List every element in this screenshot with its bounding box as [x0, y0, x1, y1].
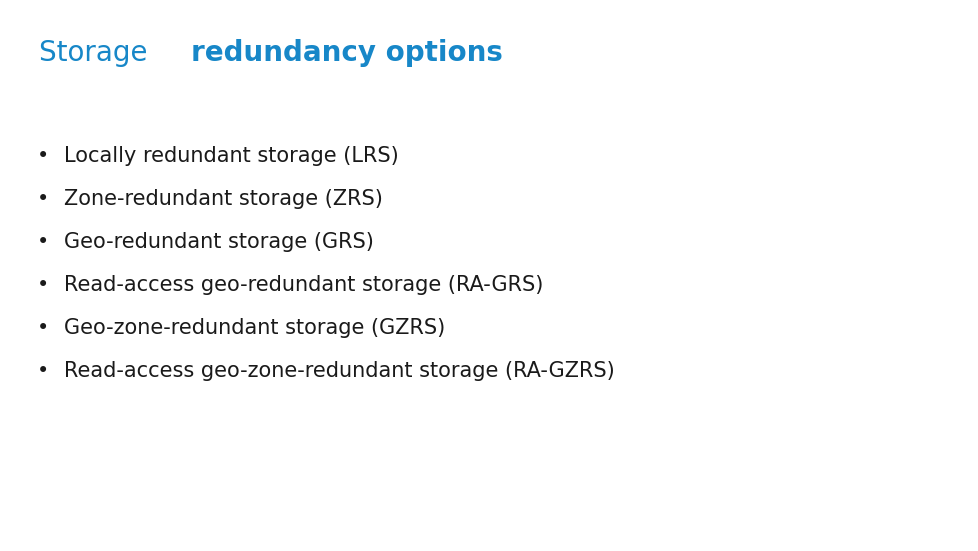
Text: •: •	[37, 361, 50, 381]
Text: •: •	[37, 275, 50, 295]
Text: •: •	[37, 146, 50, 166]
Text: •: •	[37, 318, 50, 338]
Text: redundancy options: redundancy options	[191, 39, 502, 67]
Text: Geo-redundant storage (GRS): Geo-redundant storage (GRS)	[64, 232, 374, 252]
Text: Locally redundant storage (LRS): Locally redundant storage (LRS)	[64, 146, 398, 166]
Text: Read-access geo-redundant storage (RA-GRS): Read-access geo-redundant storage (RA-GR…	[64, 275, 543, 295]
Text: Zone-redundant storage (ZRS): Zone-redundant storage (ZRS)	[64, 189, 382, 209]
Text: Storage: Storage	[39, 39, 156, 67]
Text: Read-access geo-zone-redundant storage (RA-GZRS): Read-access geo-zone-redundant storage (…	[64, 361, 614, 381]
Text: •: •	[37, 189, 50, 209]
Text: Geo-zone-redundant storage (GZRS): Geo-zone-redundant storage (GZRS)	[64, 318, 444, 338]
Text: •: •	[37, 232, 50, 252]
